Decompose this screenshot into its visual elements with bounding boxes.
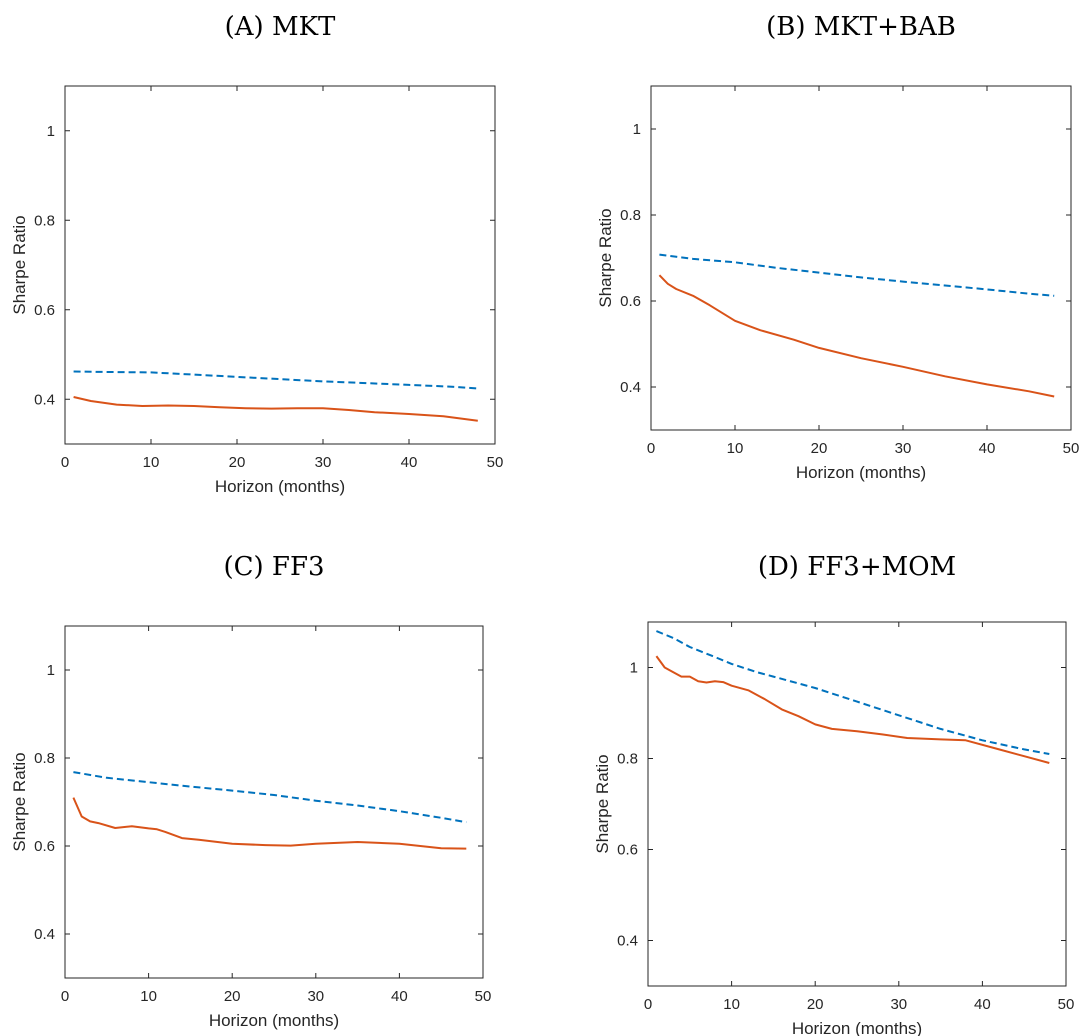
axes-box (647, 621, 1067, 987)
x-tick-label: 40 (974, 996, 991, 1013)
chart-c: 0 10 20 30 40 50 0.4 0.6 0.8 1 Horizon (months) Sha… (10, 625, 492, 1030)
y-axis-label: Sharpe Ratio (10, 752, 29, 851)
axes-box (64, 85, 496, 445)
y-tick-label: 0.6 (617, 842, 638, 859)
x-tick-label: 50 (1063, 440, 1080, 457)
panel-title: (B) MKT+BAB (766, 12, 956, 42)
y-axis-label: Sharpe Ratio (10, 215, 29, 314)
chart-b: 0 10 20 30 40 50 0.4 0.6 0.8 1 Horizon (months) Sha… (596, 85, 1080, 482)
y-tick-label: 1 (633, 121, 641, 138)
x-tick-label: 10 (143, 454, 160, 471)
y-tick-label: 0.8 (620, 207, 641, 224)
x-tick-label: 30 (307, 988, 324, 1005)
x-tick-label: 10 (140, 988, 157, 1005)
y-axis-label: Sharpe Ratio (596, 208, 615, 307)
x-tick-label: 50 (1058, 996, 1075, 1013)
x-tick-label: 0 (61, 454, 69, 471)
x-tick-label: 50 (475, 988, 492, 1005)
y-tick-label: 0.4 (617, 933, 638, 950)
x-tick-label: 30 (890, 996, 907, 1013)
panel-title: (A) MKT (224, 12, 336, 42)
y-axis-label: Sharpe Ratio (593, 754, 612, 853)
chart-a: 0 10 20 30 40 50 0.4 0.6 0.8 1 Horizon (months) Sha… (10, 85, 504, 496)
y-tick-label: 0.8 (34, 212, 55, 229)
x-tick-label: 20 (811, 440, 828, 457)
series-line-1 (655, 655, 1050, 764)
series-line-1 (72, 797, 467, 850)
y-tick-label: 0.6 (620, 293, 641, 310)
x-tick-label: 20 (229, 454, 246, 471)
axes-box (650, 85, 1072, 431)
x-tick-label: 20 (224, 988, 241, 1005)
y-tick-label: 1 (47, 662, 55, 679)
x-tick-label: 50 (487, 454, 504, 471)
x-tick-label: 10 (727, 440, 744, 457)
y-tick-label: 0.4 (620, 379, 641, 396)
x-tick-label: 0 (644, 996, 652, 1013)
y-tick-label: 0.6 (34, 838, 55, 855)
series-line-1 (73, 396, 478, 422)
y-tick-label: 0.4 (34, 926, 55, 943)
x-tick-label: 20 (807, 996, 824, 1013)
panel-a: (A) MKT 0 10 20 30 40 50 0.4 0.6 0.8 1 Horizon (mo… (0, 0, 540, 518)
series-line-0 (659, 253, 1055, 297)
panel-b: (B) MKT+BAB 0 10 20 30 40 50 0.4 0.6 0.8 1 Horizon… (541, 0, 1083, 518)
panel-title: (C) FF3 (223, 552, 325, 582)
x-tick-label: 40 (391, 988, 408, 1005)
x-tick-label: 40 (401, 454, 418, 471)
y-tick-label: 0.4 (34, 391, 55, 408)
x-axis-label: Horizon (months) (792, 1019, 922, 1036)
y-tick-label: 1 (47, 123, 55, 140)
x-tick-label: 0 (61, 988, 69, 1005)
x-tick-label: 30 (895, 440, 912, 457)
y-tick-label: 1 (630, 660, 638, 677)
x-tick-label: 10 (723, 996, 740, 1013)
x-tick-label: 0 (647, 440, 655, 457)
x-tick-label: 30 (315, 454, 332, 471)
panel-c: (C) FF3 0 10 20 30 40 50 0.4 0.6 0.8 1 Horizon (mo… (0, 540, 540, 1036)
x-axis-label: Horizon (months) (209, 1011, 339, 1030)
axes-box (64, 625, 484, 979)
series-line-1 (658, 274, 1055, 398)
y-tick-label: 0.8 (617, 751, 638, 768)
series-line-0 (73, 370, 478, 390)
chart-d: 0 10 20 30 40 50 0.4 0.6 0.8 1 Horizon (months) Sha… (593, 621, 1075, 1036)
panel-title: (D) FF3+MOM (757, 552, 957, 582)
x-tick-label: 40 (979, 440, 996, 457)
series-line-0 (656, 630, 1050, 755)
y-tick-label: 0.6 (34, 302, 55, 319)
y-tick-label: 0.8 (34, 750, 55, 767)
x-axis-label: Horizon (months) (796, 463, 926, 482)
series-line-0 (73, 771, 467, 824)
x-axis-label: Horizon (months) (215, 477, 345, 496)
panel-d: (D) FF3+MOM 0 10 20 30 40 50 0.4 0.6 0.8 1 Horizon… (541, 540, 1083, 1036)
